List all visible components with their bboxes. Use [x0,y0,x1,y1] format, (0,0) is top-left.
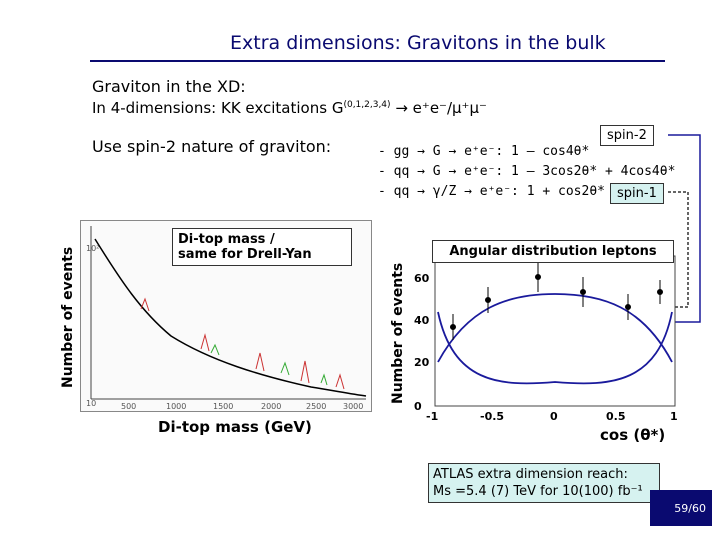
left-xtick-3000: 3000 [343,402,363,411]
right-xtick-minus05: -0.5 [480,410,504,422]
process-qq-graviton: - qq → G → e⁺e⁻: 1 – 3cos2θ* + 4cos4θ* [378,164,676,179]
left-xtick-500: 500 [121,402,136,411]
left-plot-graphic: 10² 10 500 1000 1500 2000 2500 3000 [86,226,367,411]
right-plot: 0 20 40 60 -1 -0.5 0 0.5 1 [408,232,683,423]
atlas-reach-box: ATLAS extra dimension reach: Ms =5.4 (7)… [428,463,660,503]
left-caption-line1: Di-top mass / [178,232,275,247]
left-xtick-1000: 1000 [166,402,186,411]
kk-suffix: → e⁺e⁻/μ⁺μ⁻ [390,99,487,117]
bullet-kk-excitations: In 4-dimensions: KK excitations G(0,1,2,… [92,99,487,117]
spin2-tag: spin-2 [600,125,654,146]
right-ytick-60: 60 [414,272,430,285]
atlas-line2: Ms =5.4 (7) TeV for 10(100) fb⁻¹ [433,484,643,499]
spin1-tag: spin-1 [610,183,664,204]
right-xtick-0: 0 [550,410,558,422]
atlas-line1: ATLAS extra dimension reach: [433,467,628,482]
right-ytick-20: 20 [414,356,430,369]
left-xtick-2500: 2500 [306,402,326,411]
left-xtick-2000: 2000 [261,402,281,411]
process-qq-drell-yan: - qq → γ/Z → e⁺e⁻: 1 + cos2θ* [378,184,605,199]
left-plot-ylabel: Number of events [60,246,76,388]
page-number: 59/60 [650,490,712,526]
left-caption-line2: same for Drell-Yan [178,247,312,262]
left-plot-caption: Di-top mass / same for Drell-Yan [172,228,352,266]
process-gg: - gg → G → e⁺e⁻: 1 – cos4θ* [378,144,590,159]
right-ytick-40: 40 [414,314,430,327]
kk-prefix: In 4-dimensions: KK excitations G [92,99,344,117]
left-xtick-1500: 1500 [213,402,233,411]
slide-title: Extra dimensions: Gravitons in the bulk [230,32,606,54]
right-plot-graphic: 0 20 40 60 -1 -0.5 0 0.5 1 [414,255,678,423]
kk-sup: (0,1,2,3,4) [343,100,391,110]
right-plot-ylabel: Number of events [390,262,406,404]
right-xtick-1: 1 [670,410,678,422]
title-rule [90,60,665,62]
right-xtick-minus1: -1 [426,410,438,422]
right-plot-xlabel: cos (θ*) [600,426,666,444]
svg-text:10: 10 [86,399,96,408]
right-plot-caption: Angular distribution leptons [432,240,674,263]
right-ytick-0: 0 [414,400,422,413]
right-xtick-05: 0.5 [606,410,626,422]
bullet-spin2: Use spin-2 nature of graviton: [92,137,332,156]
bullet-graviton: Graviton in the XD: [92,77,246,96]
left-plot-xlabel: Di-top mass (GeV) [158,418,312,436]
svg-text:10²: 10² [86,244,99,253]
